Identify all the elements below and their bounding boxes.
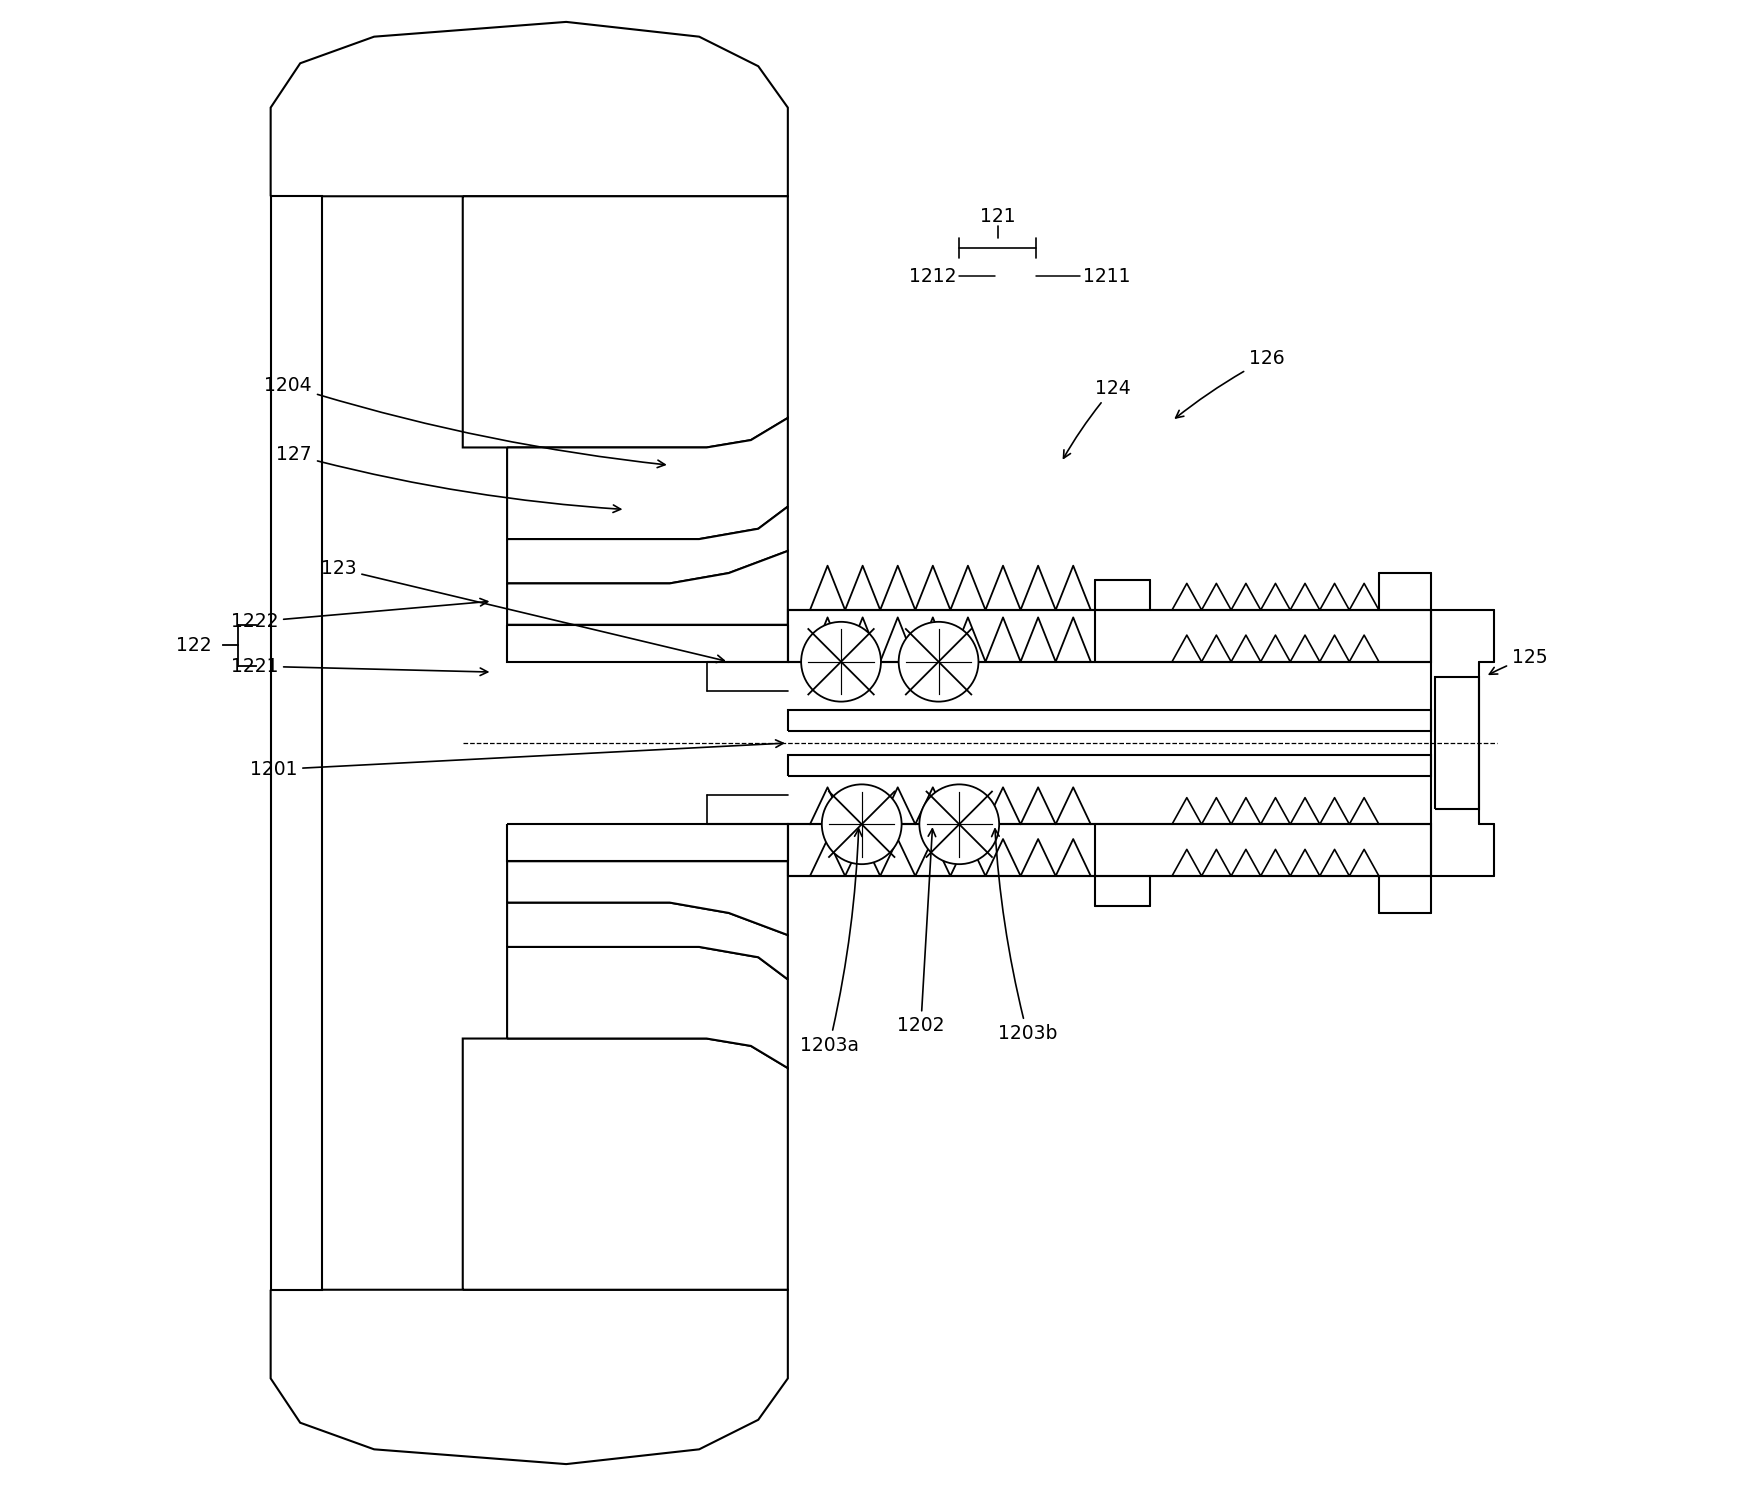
PathPatch shape [507,825,787,862]
Text: 1202: 1202 [898,829,945,1036]
PathPatch shape [507,624,787,661]
Circle shape [801,621,882,701]
Text: 1212: 1212 [908,266,957,285]
PathPatch shape [270,1290,787,1464]
PathPatch shape [507,551,787,624]
Text: 1221: 1221 [231,657,487,676]
Circle shape [822,785,901,865]
PathPatch shape [270,196,323,1290]
Text: 1203b: 1203b [992,829,1057,1043]
Text: 124: 124 [1064,379,1131,458]
Circle shape [919,785,999,865]
Text: 127: 127 [277,446,621,513]
Text: 1222: 1222 [231,599,487,632]
Text: 1204: 1204 [265,376,664,468]
Text: 1201: 1201 [249,740,784,779]
PathPatch shape [787,825,1430,875]
PathPatch shape [787,611,1430,661]
PathPatch shape [463,196,787,447]
Circle shape [899,621,978,701]
PathPatch shape [507,947,787,1068]
Text: 121: 121 [980,207,1015,226]
Text: 1203a: 1203a [799,829,862,1055]
PathPatch shape [270,22,787,196]
PathPatch shape [463,1039,787,1290]
PathPatch shape [507,902,787,979]
PathPatch shape [507,418,787,539]
Text: 126: 126 [1176,349,1285,418]
PathPatch shape [507,862,787,935]
Text: 122: 122 [175,636,212,655]
Text: 125: 125 [1490,648,1548,675]
Text: 1211: 1211 [1083,266,1131,285]
PathPatch shape [787,710,1430,731]
PathPatch shape [787,755,1430,776]
Text: 123: 123 [321,559,724,663]
PathPatch shape [507,507,787,584]
PathPatch shape [1436,676,1480,810]
